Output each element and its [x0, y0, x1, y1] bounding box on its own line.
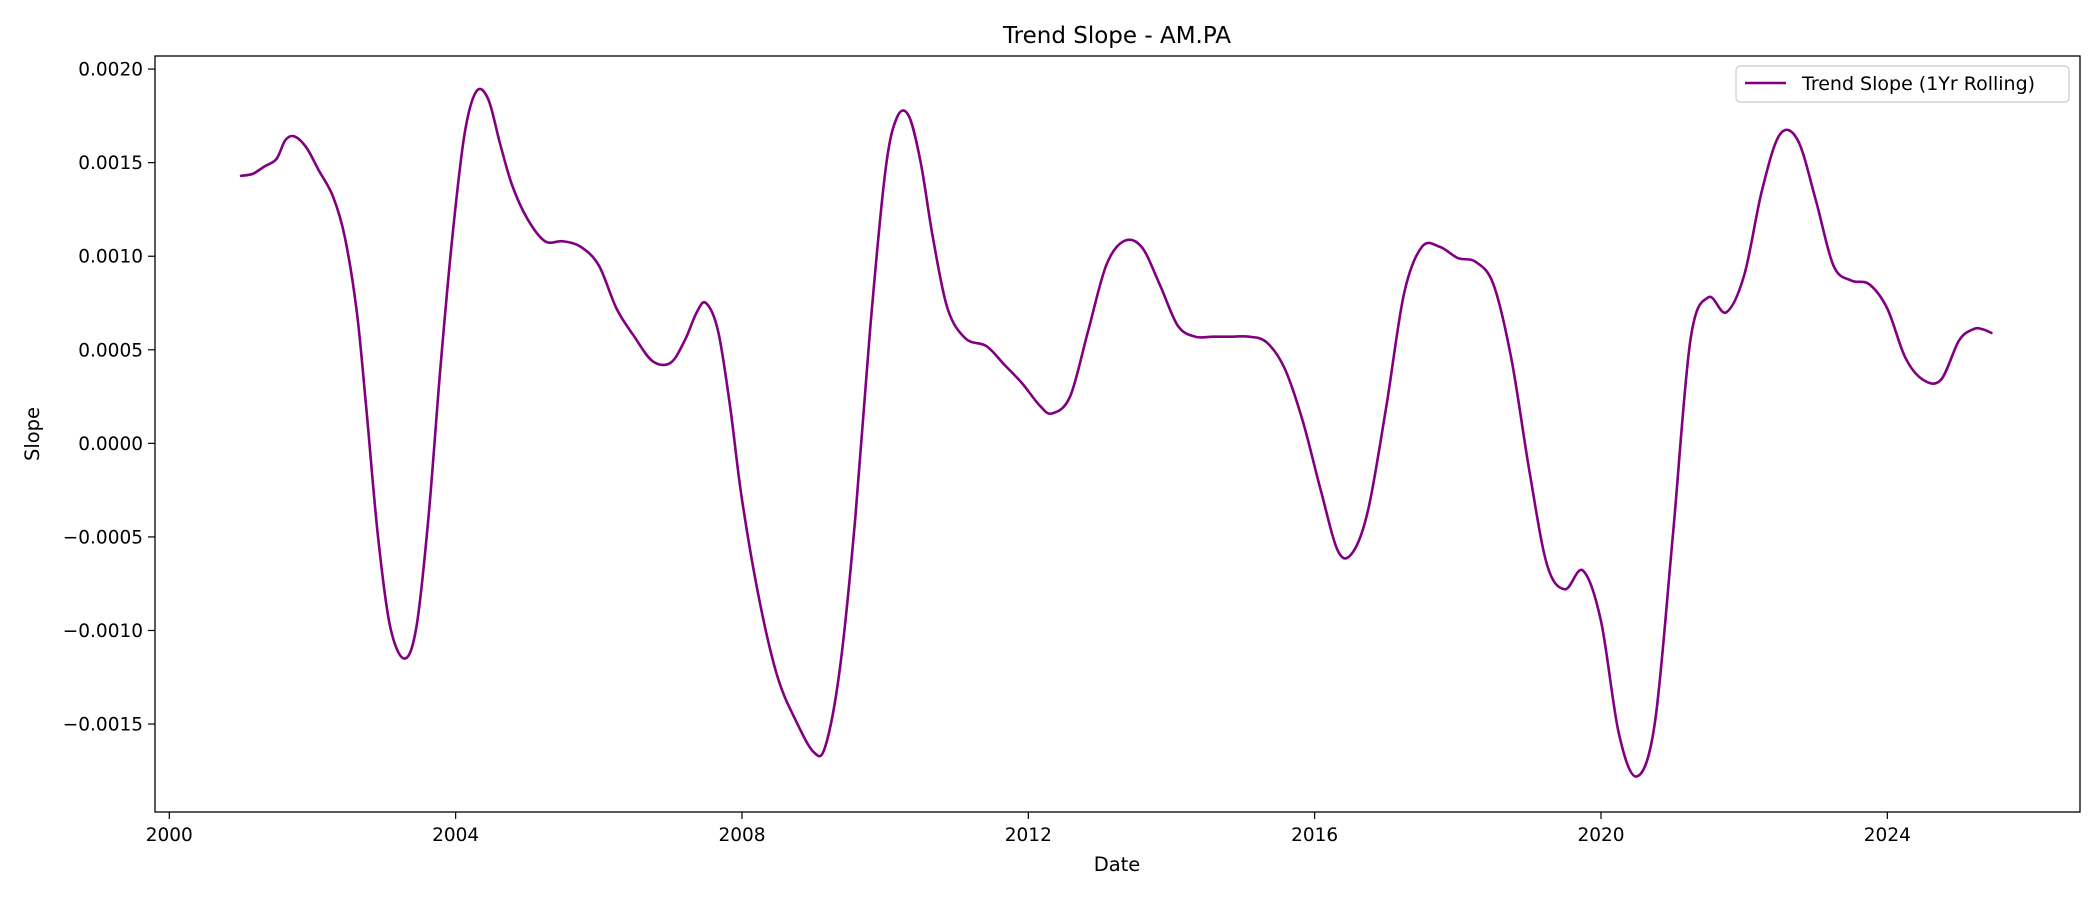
- series-layer: [239, 87, 1993, 778]
- x-tick-label: 2016: [1291, 825, 1338, 846]
- x-tick-label: 2020: [1577, 825, 1624, 846]
- y-tick-label: 0.0015: [78, 153, 143, 174]
- x-tick-label: 2012: [1005, 825, 1052, 846]
- legend-label: Trend Slope (1Yr Rolling): [1801, 73, 2035, 95]
- x-tick-label: 2008: [718, 825, 765, 846]
- y-tick-label: 0.0020: [78, 60, 143, 81]
- x-axis: 2000 2004 2008 2012 2016 2020 2024: [146, 812, 1911, 846]
- y-tick-label: 0.0005: [78, 340, 143, 361]
- x-axis-label: Date: [1094, 853, 1141, 876]
- y-axis: 0.0020 0.0015 0.0010 0.0005 0.0000 −0.0005 −0.…: [63, 60, 155, 736]
- y-tick-label: 0.0010: [78, 247, 143, 268]
- x-tick-label: 2000: [146, 825, 193, 846]
- series-line-0: [239, 87, 1993, 778]
- x-tick-label: 2004: [432, 825, 479, 846]
- x-tick-label: 2024: [1864, 825, 1911, 846]
- y-tick-label: 0.0000: [78, 434, 143, 455]
- y-tick-label: −0.0005: [63, 527, 143, 548]
- legend-box: [1735, 65, 2070, 103]
- y-axis-label: Slope: [21, 407, 44, 461]
- legend: Trend Slope (1Yr Rolling): [1735, 65, 2070, 103]
- y-tick-label: −0.0010: [63, 621, 143, 642]
- chart-title: Trend Slope - AM.PA: [1002, 23, 1231, 49]
- y-tick-label: −0.0015: [63, 715, 143, 736]
- plot-frame: [154, 55, 2081, 813]
